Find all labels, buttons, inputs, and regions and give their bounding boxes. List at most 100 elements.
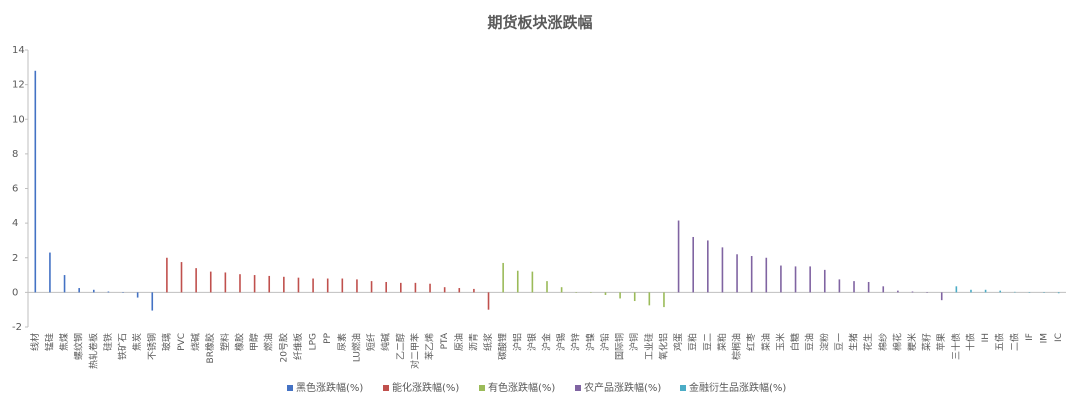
x-tick-label: 对二甲苯 <box>409 333 421 369</box>
bar <box>458 288 461 293</box>
x-tick-label: 淀粉 <box>818 333 830 351</box>
x-tick-label: 苹果 <box>935 333 947 351</box>
x-tick-label: 橡胶 <box>233 333 245 351</box>
bar <box>312 278 314 293</box>
x-tick-label: 焦炭 <box>131 333 143 351</box>
bar <box>560 287 563 293</box>
bar <box>882 286 885 293</box>
bar <box>107 291 110 293</box>
bar <box>400 282 402 293</box>
bar <box>736 254 738 293</box>
x-tick-label: 燃油 <box>263 333 275 351</box>
x-tick-label: 沪银 <box>526 333 538 351</box>
bar <box>224 272 227 293</box>
bar <box>546 281 548 293</box>
bar <box>911 291 914 293</box>
x-tick-label: 菜籽 <box>921 333 933 351</box>
legend-label: 农产品涨跌幅(%) <box>584 381 661 394</box>
x-tick-label: 塑料 <box>219 333 231 351</box>
y-tick-label: 10 <box>12 114 25 125</box>
x-tick-label: IF <box>1025 333 1035 341</box>
x-tick-label: 沪金 <box>541 333 553 351</box>
x-tick-label: 菜油 <box>760 333 772 351</box>
x-tick-label: 豆一 <box>834 333 845 351</box>
x-tick-label: 硅铁 <box>102 333 114 351</box>
x-tick-label: 豆粕 <box>687 333 699 351</box>
x-tick-label: 锰硅 <box>43 333 55 351</box>
x-tick-label: 国际铜 <box>614 333 626 360</box>
y-tick-label: 6 <box>12 184 18 195</box>
bar <box>239 274 241 293</box>
bar <box>253 275 256 293</box>
bar <box>750 256 753 293</box>
bar <box>721 247 724 293</box>
y-tick-label: 8 <box>12 149 18 160</box>
x-tick-label: 热轧卷板 <box>87 333 99 369</box>
bar <box>1014 291 1016 293</box>
x-tick-label: 十债 <box>964 333 976 351</box>
x-tick-label: 碳酸锂 <box>497 333 509 360</box>
x-tick-label: 尿素 <box>336 333 348 351</box>
bar <box>502 262 504 293</box>
bar <box>707 240 709 293</box>
bar <box>151 292 154 311</box>
bar <box>984 289 987 293</box>
x-tick-label: 20号胶 <box>277 333 289 362</box>
x-tick-label: 乙二醇 <box>394 333 406 360</box>
bar <box>809 266 811 293</box>
x-tick-label: 玉米 <box>774 333 786 351</box>
x-tick-label: PVC <box>177 333 187 351</box>
bar <box>897 290 899 293</box>
x-tick-label: 沪锌 <box>570 333 582 351</box>
x-tick-label: 沪镍 <box>584 333 596 351</box>
x-tick-label: 沥青 <box>467 333 479 351</box>
bar <box>794 266 797 293</box>
x-tick-label: PTA <box>440 332 450 349</box>
bar <box>1043 292 1045 293</box>
bar <box>940 292 943 301</box>
bar <box>590 292 592 293</box>
y-tick-label: 2 <box>12 253 18 264</box>
bar <box>297 277 300 293</box>
bar <box>926 292 928 293</box>
x-tick-label: IC <box>1054 333 1064 342</box>
x-tick-label: IH <box>981 333 991 342</box>
bar <box>49 252 51 293</box>
bar <box>677 220 680 293</box>
bar <box>780 265 782 293</box>
x-tick-label: 线材 <box>29 333 41 351</box>
bar <box>209 271 212 293</box>
bar <box>663 292 665 308</box>
bar <box>341 278 344 293</box>
x-tick-label: 工业硅 <box>643 333 655 360</box>
x-tick-label: LU燃油 <box>350 333 362 362</box>
bar <box>853 281 855 293</box>
bar <box>136 292 139 298</box>
y-tick-label: -2 <box>12 322 22 333</box>
x-tick-label: 沪铜 <box>628 333 640 351</box>
bar <box>604 292 607 295</box>
x-tick-label: IM <box>1040 333 1050 343</box>
legend-swatch <box>287 385 293 391</box>
x-tick-label: 不锈钢 <box>146 333 158 360</box>
x-tick-label: 原油 <box>453 333 465 351</box>
x-tick-label: 豆二 <box>702 333 713 351</box>
bar <box>1057 292 1060 294</box>
x-tick-label: 生猪 <box>848 333 860 351</box>
bar <box>414 282 417 293</box>
bar <box>692 236 694 293</box>
bar <box>633 292 636 302</box>
bar <box>867 281 870 293</box>
legend-swatch <box>680 385 686 391</box>
x-tick-label: 豆油 <box>804 333 816 351</box>
bar <box>765 257 768 293</box>
x-tick-label: 螺纹钢 <box>73 333 85 360</box>
x-tick-label: 棉花 <box>891 333 903 351</box>
bar <box>999 290 1002 293</box>
bar <box>166 257 168 293</box>
bar <box>122 292 124 293</box>
bar <box>473 288 475 293</box>
x-tick-label: 短纤 <box>365 333 377 351</box>
bar <box>78 288 80 293</box>
bar <box>370 281 373 293</box>
